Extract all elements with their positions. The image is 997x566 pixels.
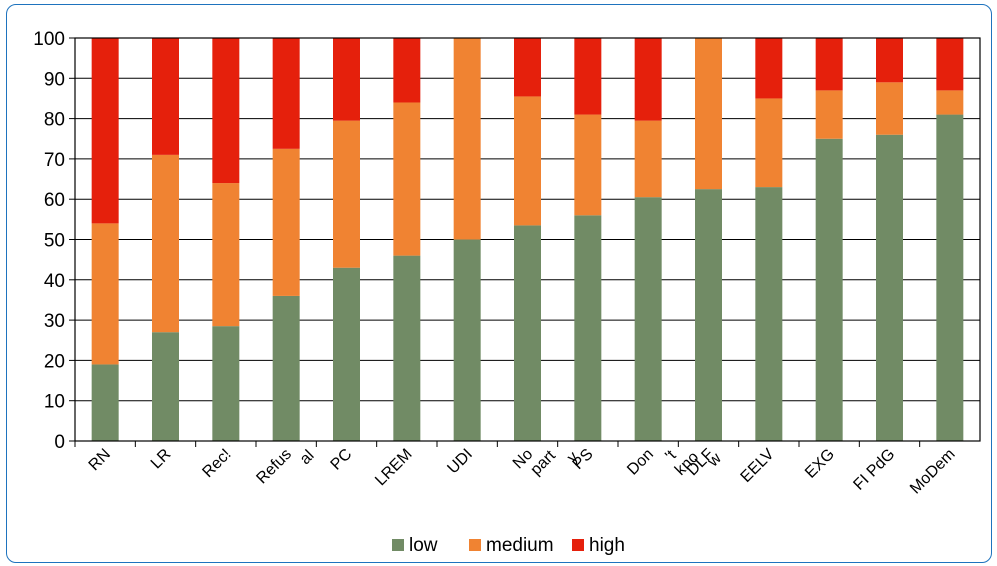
bar-high bbox=[91, 38, 119, 224]
bar-medium bbox=[876, 82, 903, 135]
y-tick-label: 60 bbox=[44, 190, 65, 211]
bar-high bbox=[514, 38, 541, 97]
bar-high bbox=[393, 38, 421, 103]
y-tick-label: 80 bbox=[44, 110, 65, 131]
bar-low bbox=[91, 364, 119, 441]
y-tick-labels: 0 10 20 30 40 50 60 70 80 90 100 bbox=[33, 29, 65, 453]
legend-label-medium: medium bbox=[486, 535, 554, 556]
y-tick-label: 40 bbox=[44, 271, 65, 292]
y-tick-label: 70 bbox=[44, 150, 65, 171]
bar-medium bbox=[393, 102, 421, 256]
y-tick-label: 20 bbox=[44, 351, 65, 372]
legend-swatch-medium bbox=[469, 539, 481, 551]
bar-medium bbox=[634, 120, 662, 198]
bar-high bbox=[212, 38, 240, 184]
bar-low bbox=[514, 225, 541, 441]
x-tick-label: EXG bbox=[802, 446, 838, 482]
plot-border bbox=[74, 37, 981, 442]
bar-high bbox=[574, 38, 602, 115]
y-tick-label: 100 bbox=[33, 29, 65, 50]
x-tick-label: UDI bbox=[444, 446, 476, 478]
y-tick-label: 90 bbox=[44, 69, 65, 90]
axes bbox=[74, 37, 981, 442]
bar-medium bbox=[212, 183, 240, 327]
bar-medium bbox=[91, 223, 119, 365]
bar-medium bbox=[514, 96, 541, 226]
x-tick-label: LREM bbox=[372, 446, 415, 489]
bar-low bbox=[453, 239, 481, 441]
bar-medium bbox=[936, 90, 964, 115]
bar-high bbox=[272, 38, 300, 149]
bar-medium bbox=[272, 148, 300, 296]
bar-low bbox=[574, 215, 602, 441]
bar-low bbox=[333, 267, 360, 441]
bar-low bbox=[634, 197, 662, 441]
bar-low bbox=[695, 189, 722, 441]
bar-high bbox=[333, 38, 360, 121]
x-tick-label: Refus al bbox=[253, 435, 317, 499]
bar-high bbox=[815, 38, 843, 91]
bar-medium bbox=[333, 120, 360, 268]
bar-high bbox=[755, 38, 783, 99]
y-tick-label: 10 bbox=[44, 392, 65, 413]
bar-low bbox=[212, 326, 240, 441]
x-tick-label: RN bbox=[86, 446, 114, 474]
bars bbox=[74, 38, 964, 447]
legend: low medium high bbox=[392, 535, 625, 556]
bar-low bbox=[393, 255, 421, 441]
bar-high bbox=[634, 38, 662, 121]
bar-medium bbox=[453, 38, 481, 240]
bar-medium bbox=[574, 114, 602, 216]
x-tick-label: PS bbox=[570, 446, 597, 473]
legend-swatch-high bbox=[572, 539, 584, 551]
legend-swatch-low bbox=[392, 539, 404, 551]
x-tick-label: MoDem bbox=[907, 446, 959, 498]
bar-high bbox=[152, 38, 179, 155]
x-tick-label: PC bbox=[328, 446, 356, 474]
bar-low bbox=[755, 187, 783, 441]
bar-low bbox=[876, 134, 903, 441]
bar-low bbox=[272, 295, 300, 441]
bar-high bbox=[876, 38, 903, 83]
y-tick-label: 30 bbox=[44, 311, 65, 332]
bar-medium bbox=[755, 98, 783, 188]
bar-medium bbox=[152, 154, 179, 333]
x-tick-label: Rec! bbox=[199, 446, 234, 481]
bar-low bbox=[152, 332, 179, 441]
bar-low bbox=[815, 138, 843, 441]
x-tick-label: EELV bbox=[738, 446, 778, 486]
x-tick-label: LR bbox=[148, 446, 174, 472]
x-tick-label: FI PdG bbox=[850, 446, 898, 494]
legend-label-low: low bbox=[409, 535, 438, 556]
bar-medium bbox=[695, 38, 722, 190]
bar-high bbox=[936, 38, 964, 91]
bar-medium bbox=[815, 90, 843, 139]
y-tick-label: 50 bbox=[44, 231, 65, 252]
legend-label-high: high bbox=[589, 535, 625, 556]
y-tick-label: 0 bbox=[54, 432, 65, 453]
bar-low bbox=[936, 114, 964, 441]
